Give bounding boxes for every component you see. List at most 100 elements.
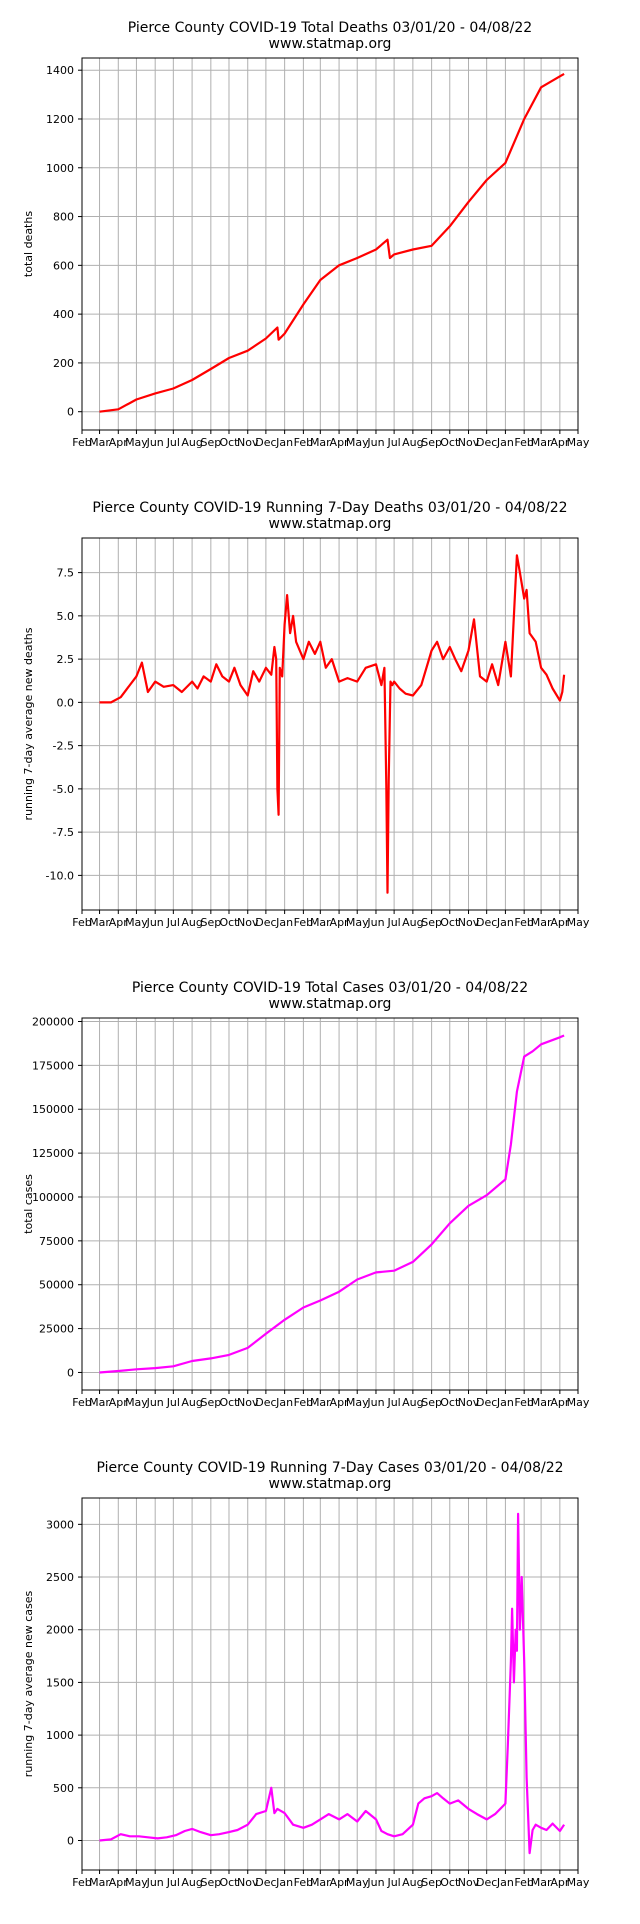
grid [81, 538, 579, 910]
x-tick-label: Oct [440, 916, 460, 929]
x-tick-label: Jan [496, 1876, 514, 1889]
x-tick-label: Dec [255, 1396, 276, 1409]
x-tick-label: Sep [421, 1876, 442, 1889]
y-tick-label: 200 [53, 357, 74, 370]
chart-2: Pierce County COVID-19 Running 7-Day Dea… [22, 500, 590, 929]
y-tick-label: 0 [67, 1366, 74, 1379]
x-tick-label: Oct [219, 916, 239, 929]
y-tick-label: 1500 [46, 1676, 74, 1689]
x-tick-label: Apr [109, 1396, 129, 1409]
x-tick-label: Oct [219, 436, 239, 449]
x-tick-label: Sep [200, 1876, 221, 1889]
chart-subtitle: www.statmap.org [269, 996, 392, 1012]
x-tick-label: Jan [275, 436, 293, 449]
y-tick-label: 2000 [46, 1624, 74, 1637]
x-tick-label: Apr [109, 916, 129, 929]
y-tick-label: 0.0 [57, 696, 75, 709]
x-tick-label: Jan [275, 1876, 293, 1889]
series-line [99, 554, 566, 894]
x-tick-label: Jun [366, 916, 384, 929]
x-tick-label: Dec [476, 1396, 497, 1409]
x-tick-label: Nov [458, 436, 480, 449]
x-tick-label: Jul [166, 1396, 180, 1409]
x-tick-label: Aug [181, 916, 202, 929]
x-tick-label: Apr [550, 1876, 570, 1889]
y-tick-label: 75000 [39, 1235, 74, 1248]
x-tick-label: Apr [109, 436, 129, 449]
x-tick-label: Jun [146, 1396, 164, 1409]
axes-frame [81, 1017, 579, 1391]
x-tick-label: Apr [330, 916, 350, 929]
chart-3: Pierce County COVID-19 Total Cases 03/01… [22, 980, 590, 1409]
x-tick-label: Mar [310, 1396, 331, 1409]
x-tick-label: May [567, 436, 590, 449]
axes-frame [81, 57, 579, 431]
x-tick-label: Aug [402, 1876, 423, 1889]
x-tick-label: Jun [146, 436, 164, 449]
x-tick-label: Nov [237, 1876, 259, 1889]
x-tick-label: Mar [531, 916, 552, 929]
chart-1: Pierce County COVID-19 Total Deaths 03/0… [22, 20, 590, 449]
y-axis-label: total cases [22, 1174, 35, 1234]
x-tick-label: Aug [402, 1396, 423, 1409]
chart-subtitle: www.statmap.org [269, 516, 392, 532]
x-tick-label: Feb [514, 916, 533, 929]
y-tick-label: 0 [67, 1834, 74, 1847]
y-tick-label: -2.5 [53, 740, 74, 753]
x-tick-label: Oct [440, 436, 460, 449]
x-tick-label: Apr [109, 1876, 129, 1889]
x-tick-label: Oct [440, 1396, 460, 1409]
x-tick-label: Jul [166, 1876, 180, 1889]
y-axis-label: running 7-day average new cases [22, 1591, 35, 1778]
x-tick-label: May [125, 916, 148, 929]
x-tick-label: Jun [366, 436, 384, 449]
grid [81, 58, 579, 430]
x-tick-label: Jun [366, 1396, 384, 1409]
x-tick-label: Sep [421, 1396, 442, 1409]
chart-4: Pierce County COVID-19 Running 7-Day Cas… [22, 1460, 590, 1889]
y-axis-label: total deaths [22, 211, 35, 277]
y-tick-label: 5.0 [57, 610, 75, 623]
y-tick-label: 1000 [46, 1729, 74, 1742]
x-tick-label: Aug [181, 1396, 202, 1409]
y-tick-label: 200000 [32, 1016, 74, 1029]
x-tick-label: Mar [89, 916, 110, 929]
x-tick-label: Jan [496, 1396, 514, 1409]
x-tick-label: Dec [476, 436, 497, 449]
x-tick-label: Feb [514, 1876, 533, 1889]
y-tick-label: 50000 [39, 1279, 74, 1292]
x-tick-label: Feb [72, 436, 91, 449]
x-tick-label: Nov [237, 916, 259, 929]
y-tick-label: 7.5 [57, 567, 75, 580]
x-tick-label: Aug [402, 916, 423, 929]
x-tick-label: Nov [237, 436, 259, 449]
x-tick-label: Oct [219, 1876, 239, 1889]
y-tick-label: 100000 [32, 1191, 74, 1204]
x-tick-label: Jul [386, 1876, 400, 1889]
x-tick-label: Jan [496, 916, 514, 929]
x-tick-label: Mar [531, 1876, 552, 1889]
x-tick-label: Mar [531, 1396, 552, 1409]
x-tick-label: Jul [166, 916, 180, 929]
y-tick-label: 125000 [32, 1147, 74, 1160]
y-tick-label: -7.5 [53, 826, 74, 839]
x-tick-label: Apr [330, 1876, 350, 1889]
x-tick-label: Sep [200, 1396, 221, 1409]
y-tick-label: 1000 [46, 162, 74, 175]
y-tick-label: -5.0 [53, 783, 74, 796]
x-tick-label: Feb [294, 1396, 313, 1409]
x-tick-label: Mar [89, 1876, 110, 1889]
x-tick-label: Jan [275, 1396, 293, 1409]
series-line [99, 72, 565, 413]
x-tick-label: Sep [200, 436, 221, 449]
x-tick-label: May [125, 1876, 148, 1889]
x-tick-label: Nov [237, 1396, 259, 1409]
x-tick-label: Jul [386, 1396, 400, 1409]
x-tick-label: Mar [89, 436, 110, 449]
y-axis-label: running 7-day average new deaths [22, 627, 35, 820]
x-tick-label: Apr [550, 1396, 570, 1409]
x-tick-label: Apr [330, 1396, 350, 1409]
x-tick-label: Nov [458, 1876, 480, 1889]
x-tick-label: Jun [366, 1876, 384, 1889]
